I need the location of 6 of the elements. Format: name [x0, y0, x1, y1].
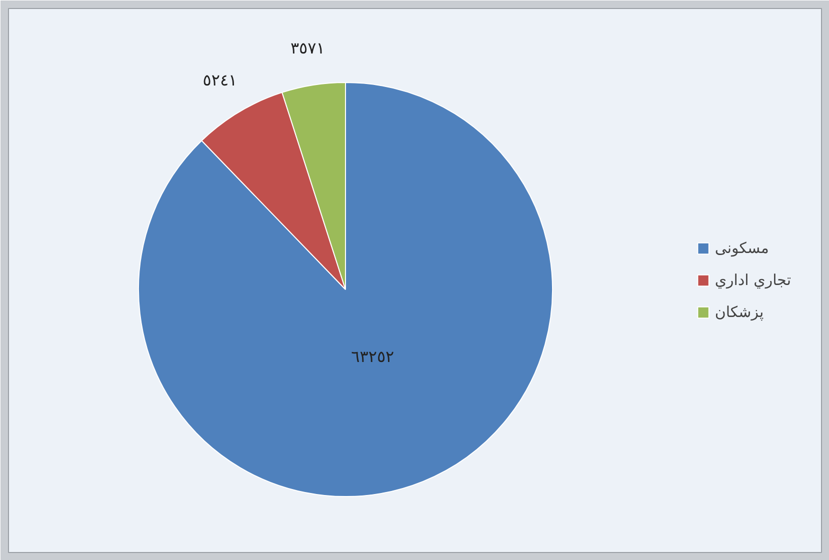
data-label: ٥٢٤١: [202, 70, 238, 90]
legend-label: تجاري اداري: [714, 271, 791, 289]
data-label: ٣٥٧١: [290, 38, 325, 58]
data-label: ٦٣٢٥٢: [351, 347, 394, 366]
legend-label: پزشکان: [714, 303, 764, 321]
legend-label: مسکونی: [714, 239, 769, 257]
